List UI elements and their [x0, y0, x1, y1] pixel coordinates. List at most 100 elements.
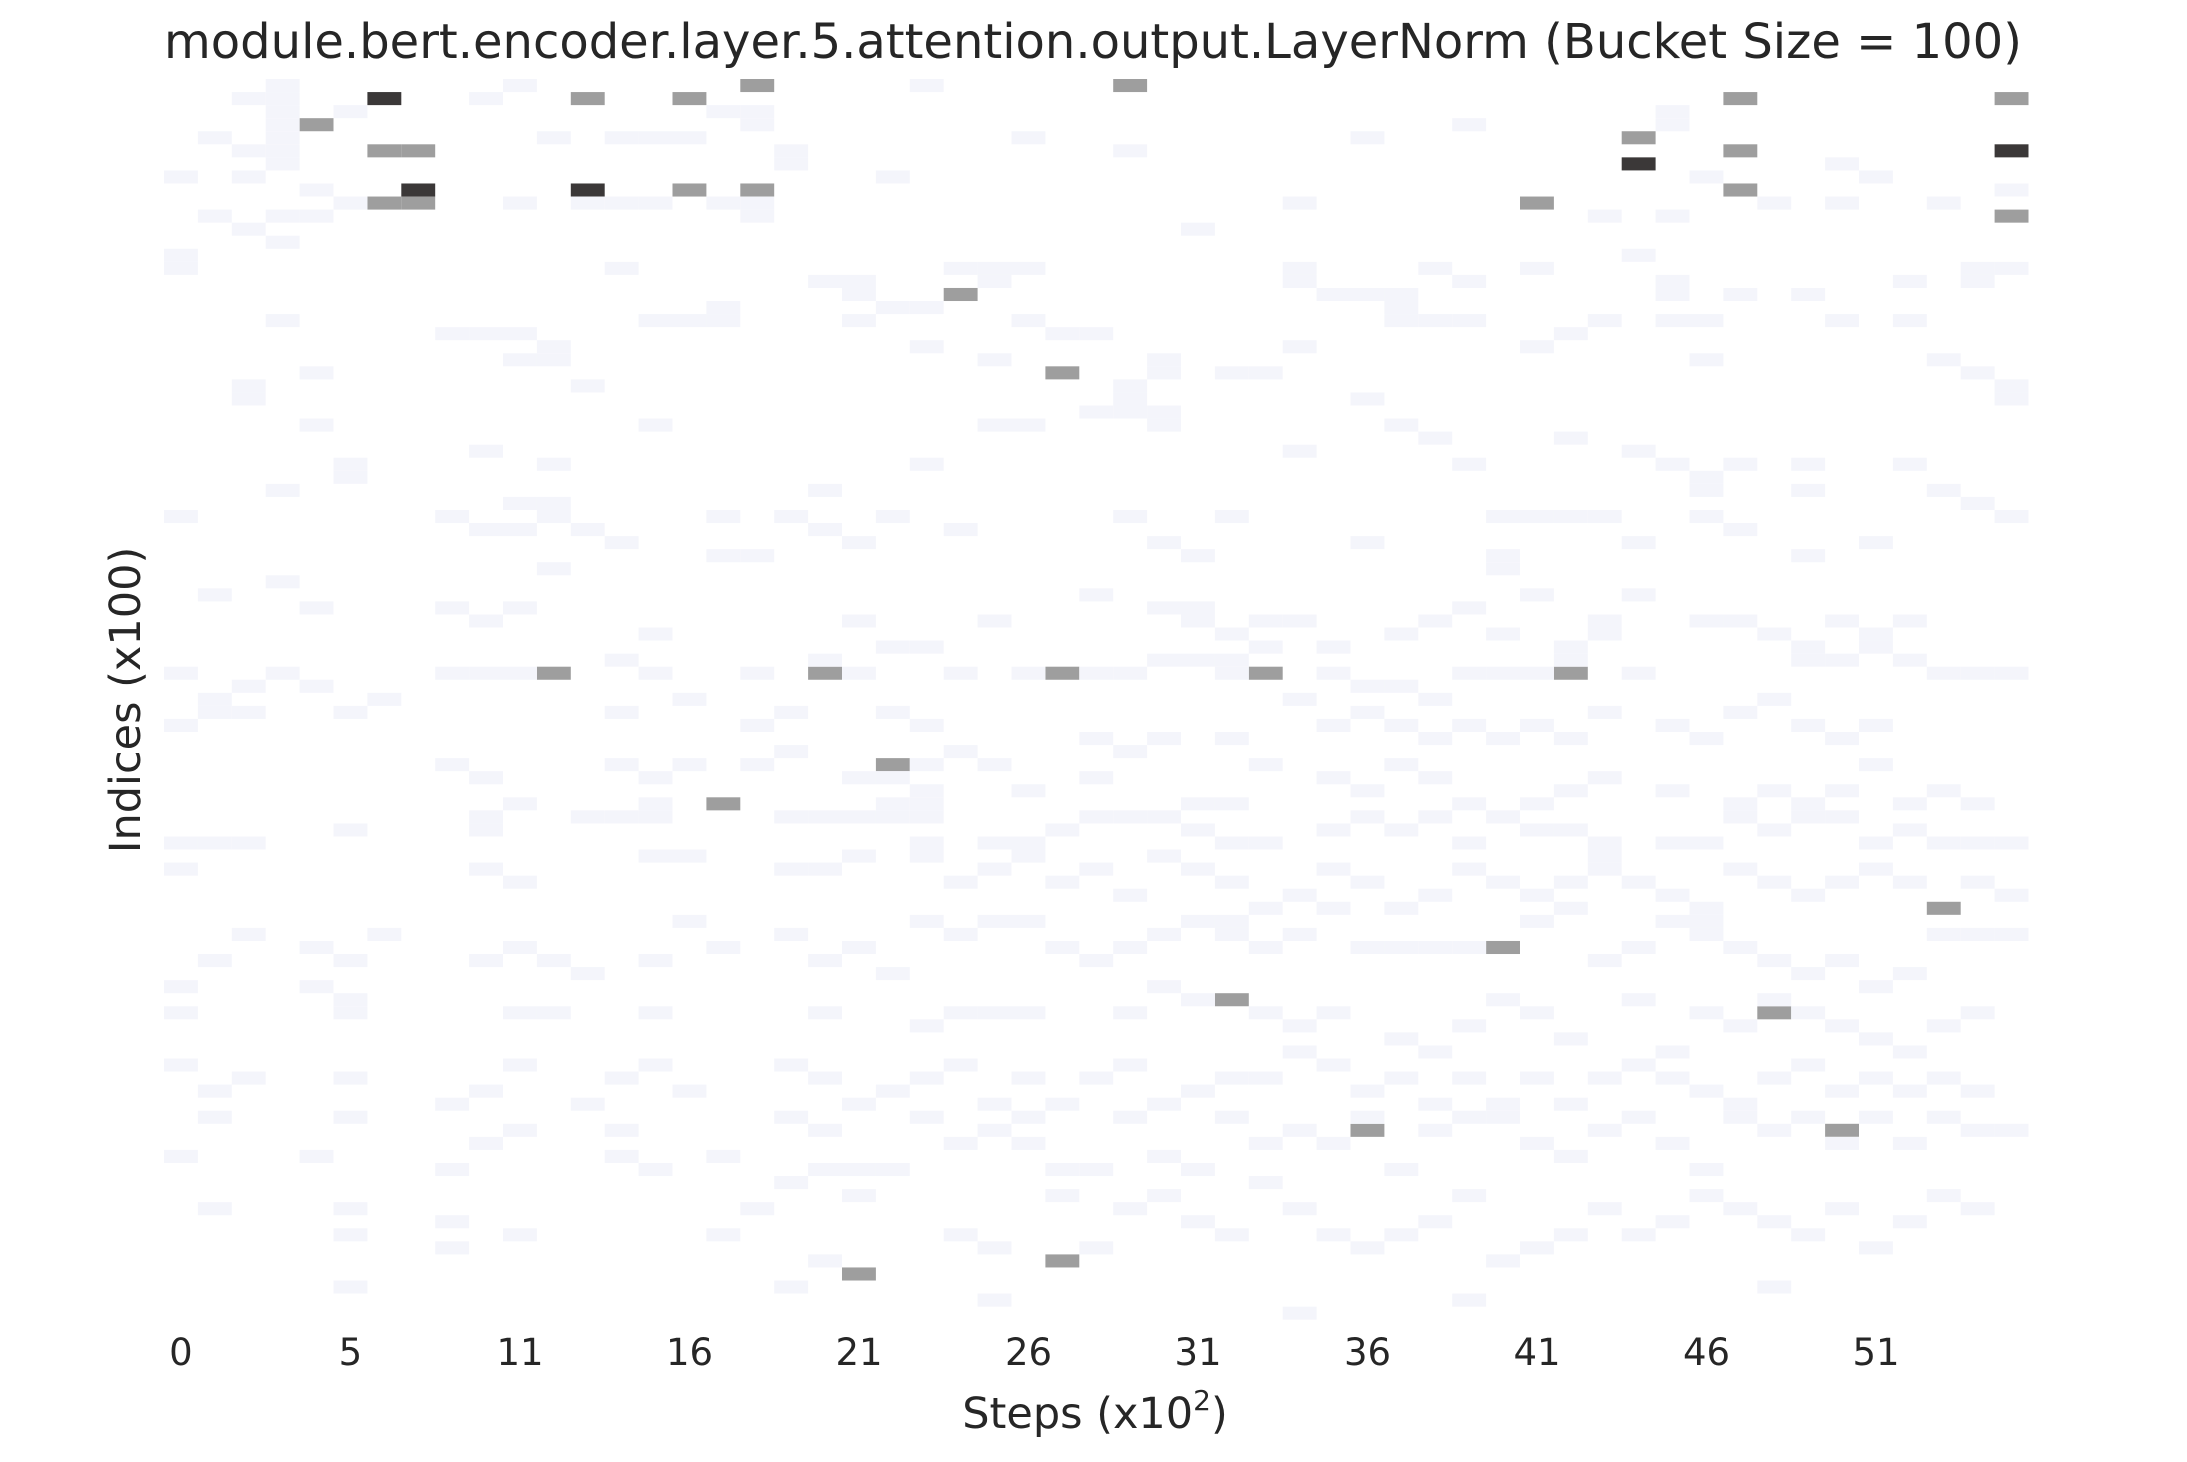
heatmap-cell	[265, 235, 300, 249]
heatmap-cell	[1520, 261, 1554, 275]
heatmap-cell	[604, 131, 639, 145]
heatmap-cell	[1520, 1136, 1554, 1150]
heatmap-cell	[1316, 771, 1351, 785]
heatmap-cell	[1994, 836, 2029, 850]
heatmap-cell	[1587, 614, 1622, 628]
heatmap-cell	[1486, 940, 1520, 955]
heatmap-cell	[367, 692, 402, 706]
heatmap-cell	[977, 862, 1012, 876]
heatmap-cell	[536, 666, 571, 680]
heatmap-cell	[1011, 914, 1046, 928]
heatmap-cell	[536, 562, 571, 576]
heatmap-cell	[1282, 888, 1317, 902]
heatmap-cell	[943, 287, 978, 302]
heatmap-cell	[1214, 1110, 1249, 1124]
heatmap-cell	[1621, 666, 1656, 680]
heatmap-cell	[1418, 771, 1453, 785]
heatmap-cell	[1960, 836, 1995, 850]
heatmap-cell	[875, 301, 910, 315]
heatmap-cell	[1791, 483, 1826, 497]
heatmap-cell	[842, 849, 876, 863]
heatmap-cell	[1520, 1006, 1554, 1020]
heatmap-cell	[740, 1202, 775, 1216]
heatmap-cell	[1214, 1228, 1249, 1242]
heatmap-cell	[469, 862, 503, 876]
heatmap-cell	[570, 379, 605, 393]
heatmap-cell	[774, 1176, 809, 1190]
heatmap-cell	[1960, 797, 1995, 811]
heatmap-cell	[1960, 261, 1995, 275]
heatmap-cell	[503, 1228, 537, 1242]
heatmap-cell	[1757, 993, 1792, 1007]
heatmap-cell	[706, 940, 741, 955]
heatmap-cell	[1113, 79, 1148, 93]
heatmap-cell	[503, 797, 537, 811]
heatmap-cell	[231, 927, 266, 941]
heatmap-cell	[638, 627, 673, 641]
heatmap-cell	[1994, 1123, 2029, 1137]
heatmap-cell	[1892, 614, 1927, 628]
heatmap-cell	[842, 1189, 876, 1203]
heatmap-cell	[1960, 1084, 1995, 1098]
heatmap-cell	[1113, 379, 1148, 393]
heatmap-cell	[1079, 1071, 1114, 1085]
heatmap-cell	[1181, 797, 1215, 811]
heatmap-cell	[875, 640, 910, 654]
heatmap-cell	[1994, 509, 2029, 524]
heatmap-cell	[1757, 823, 1792, 837]
heatmap-cell	[842, 666, 876, 680]
heatmap-cell	[1282, 261, 1317, 275]
heatmap-cell	[1011, 314, 1046, 328]
heatmap-cell	[570, 1097, 605, 1111]
heatmap-cell	[1316, 823, 1351, 837]
heatmap-cell	[672, 1084, 707, 1098]
heatmap-cell	[977, 758, 1012, 772]
heatmap-cell	[1926, 1019, 1961, 1033]
heatmap-cell	[164, 261, 198, 275]
heatmap-cell	[1859, 862, 1893, 876]
heatmap-cell	[1553, 509, 1588, 524]
heatmap-cell	[1757, 1215, 1792, 1229]
heatmap-cell	[1994, 888, 2029, 902]
heatmap-cell	[1723, 797, 1758, 811]
heatmap-cell	[875, 810, 910, 824]
heatmap-cell	[1486, 666, 1520, 680]
heatmap-cell	[1689, 901, 1724, 915]
heatmap-cell	[1926, 483, 1961, 497]
heatmap-cell	[875, 705, 910, 719]
heatmap-cell	[1147, 418, 1181, 432]
heatmap-cell	[875, 758, 910, 772]
heatmap-cell	[265, 144, 300, 158]
heatmap-cell	[1926, 927, 1961, 941]
heatmap-cell	[1282, 274, 1317, 288]
heatmap-cell	[1689, 353, 1724, 367]
heatmap-cell	[1825, 653, 1859, 667]
x-tick-label: 31	[1174, 1331, 1221, 1374]
heatmap-cell	[1757, 784, 1792, 798]
heatmap-cell	[1147, 536, 1181, 550]
heatmap-cell	[604, 653, 639, 667]
heatmap-cell	[1214, 836, 1249, 850]
heatmap-cell	[164, 509, 198, 524]
heatmap-cell	[842, 314, 876, 328]
heatmap-cell	[1553, 1149, 1588, 1163]
heatmap-cell	[1553, 640, 1588, 654]
heatmap-cell	[265, 314, 300, 328]
heatmap-cell	[1113, 1006, 1148, 1020]
heatmap-cell	[503, 940, 537, 955]
heatmap-cell	[1757, 1123, 1792, 1137]
heatmap-cell	[1181, 993, 1215, 1007]
heatmap-cell	[570, 810, 605, 824]
heatmap-cell	[1147, 732, 1181, 746]
heatmap-cell	[231, 144, 266, 158]
heatmap-cell	[1892, 274, 1927, 288]
heatmap-cell	[1316, 287, 1351, 302]
heatmap-cell	[1350, 705, 1385, 719]
heatmap-cell	[977, 261, 1012, 275]
heatmap-cell	[536, 131, 571, 145]
heatmap-cell	[570, 967, 605, 981]
heatmap-cell	[333, 1006, 368, 1020]
heatmap-cell	[1757, 875, 1792, 889]
heatmap-cell	[1994, 92, 2029, 106]
heatmap-cell	[164, 836, 198, 850]
